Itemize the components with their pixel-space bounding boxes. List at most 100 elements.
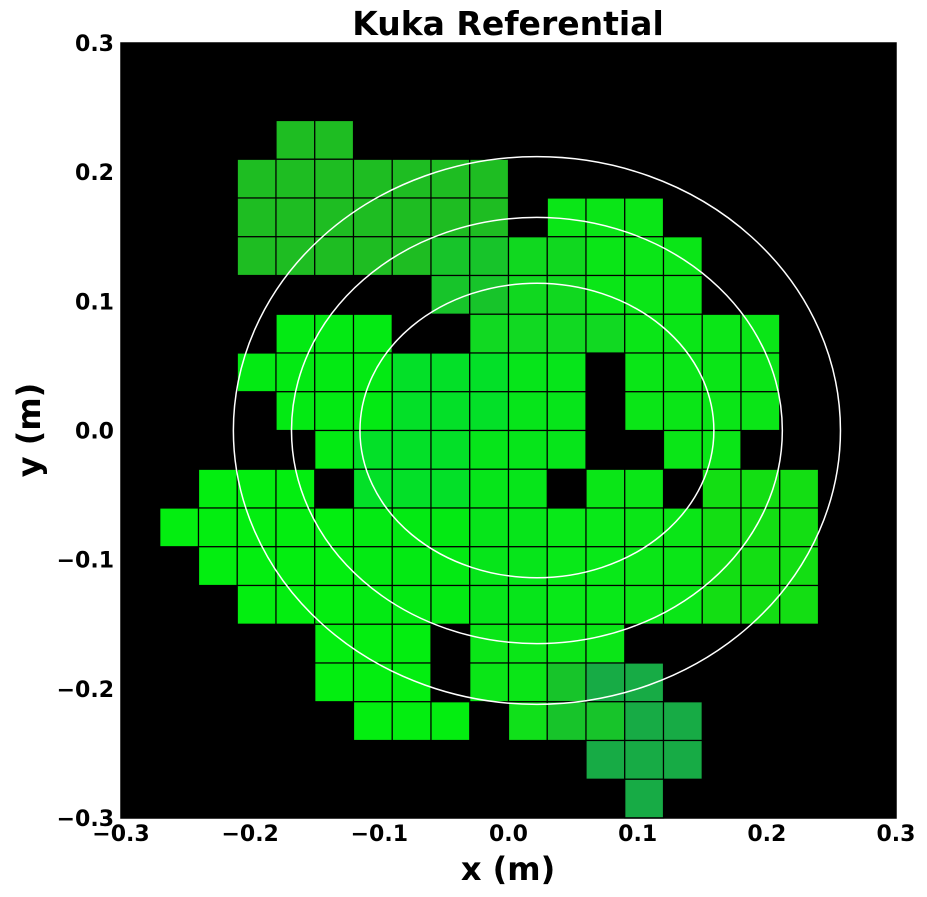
heatmap-cell (275, 352, 316, 393)
heatmap-cell (197, 468, 238, 509)
y-tick-label: 0.0 (75, 420, 114, 445)
y-tick-label: −0.3 (57, 807, 114, 832)
heatmap-cell (701, 584, 742, 625)
heatmap-cell (236, 197, 277, 238)
heatmap-cell (662, 701, 703, 742)
heatmap-cell (779, 584, 820, 625)
heatmap-cell (236, 584, 277, 625)
heatmap-cell (701, 468, 742, 509)
y-tick-label: 0.1 (75, 290, 114, 315)
heatmap-cell (430, 468, 471, 509)
contour-ellipse-1 (359, 282, 715, 579)
heatmap-cell (314, 662, 355, 703)
heatmap-cell (546, 352, 587, 393)
heatmap-cell (197, 546, 238, 587)
heatmap-cell (469, 623, 510, 664)
heatmap-cell (391, 429, 432, 470)
x-tick-label: −0.2 (221, 822, 278, 847)
heatmap-cell (507, 701, 548, 742)
heatmap-cell (779, 507, 820, 548)
heatmap-cell (314, 236, 355, 277)
heatmap-cell (701, 352, 742, 393)
heatmap-cell (585, 197, 626, 238)
heatmap-cell (546, 429, 587, 470)
x-tick-label: −0.3 (92, 822, 149, 847)
heatmap-cell (236, 352, 277, 393)
heatmap-cell (740, 352, 781, 393)
heatmap-cell (352, 584, 393, 625)
heatmap-cell (197, 507, 238, 548)
heatmap-cell (430, 352, 471, 393)
heatmap-cell (624, 546, 665, 587)
y-tick-label: 0.3 (75, 32, 114, 57)
heatmap-cell (352, 468, 393, 509)
heatmap-cell (352, 429, 393, 470)
heatmap-cell (430, 429, 471, 470)
heatmap-cell (352, 507, 393, 548)
heatmap-cell (469, 158, 510, 199)
heatmap-cell (701, 429, 742, 470)
heatmap-cell (159, 507, 200, 548)
heatmap-cell (624, 313, 665, 354)
heatmap-cell (469, 662, 510, 703)
heatmap-cell (740, 546, 781, 587)
heatmap-cell (507, 429, 548, 470)
heatmap-cell (585, 739, 626, 780)
heatmap-cell (624, 701, 665, 742)
heatmap-cell (391, 623, 432, 664)
heatmap-cell (469, 313, 510, 354)
heatmap-cell (275, 236, 316, 277)
heatmap-cell (701, 391, 742, 432)
heatmap-cell (314, 313, 355, 354)
axis-ticks: −0.3 −0.2 −0.1 0.0 0.1 0.2 0.3 0.3 0.2 0.1 0.0 −0.1… (57, 32, 916, 847)
heatmap-cell (546, 546, 587, 587)
heatmap-cell (314, 584, 355, 625)
heatmap-cell (469, 391, 510, 432)
heatmap-cell (275, 584, 316, 625)
y-tick-label: 0.2 (75, 161, 114, 186)
heatmap-cell (430, 236, 471, 277)
heatmap-cell (391, 236, 432, 277)
heatmap-cell (779, 468, 820, 509)
heatmap-cell (391, 584, 432, 625)
x-tick-label: 0.2 (747, 822, 786, 847)
contour-ellipses (232, 155, 842, 706)
heatmap-cell (314, 623, 355, 664)
heatmap-cell (585, 623, 626, 664)
y-axis-label: y (m) (10, 383, 48, 478)
heatmap-cell (391, 546, 432, 587)
heatmap-cell (662, 391, 703, 432)
heatmap-cell (624, 739, 665, 780)
contour-ellipse-3 (232, 155, 842, 706)
heatmap-cell (779, 546, 820, 587)
heatmap-cell (507, 468, 548, 509)
heatmap-cell (430, 584, 471, 625)
heatmap-cell (391, 391, 432, 432)
heatmap-cell (662, 274, 703, 315)
heatmap-cell (391, 468, 432, 509)
heatmap-cell (236, 158, 277, 199)
heatmap-cell (314, 391, 355, 432)
heatmap-cell (740, 468, 781, 509)
heatmap-cell (546, 584, 587, 625)
heatmap-cell (469, 584, 510, 625)
heatmap-cell (430, 507, 471, 548)
heatmap-cell (352, 662, 393, 703)
heatmap-cell (275, 391, 316, 432)
heatmap-cell (662, 352, 703, 393)
heatmap-cell (662, 236, 703, 277)
heatmap-cells (159, 119, 820, 819)
heatmap-cell (507, 236, 548, 277)
heatmap-cell (585, 468, 626, 509)
heatmap-cell (391, 158, 432, 199)
heatmap-cell (507, 507, 548, 548)
x-tick-label: 0.1 (618, 822, 657, 847)
heatmap-cell (275, 313, 316, 354)
heatmap-cell (469, 507, 510, 548)
heatmap-cell (585, 584, 626, 625)
heatmap-cell (430, 391, 471, 432)
heatmap-cell (314, 158, 355, 199)
heatmap-cell (236, 507, 277, 548)
heatmap-cell (701, 507, 742, 548)
heatmap-cell (275, 507, 316, 548)
